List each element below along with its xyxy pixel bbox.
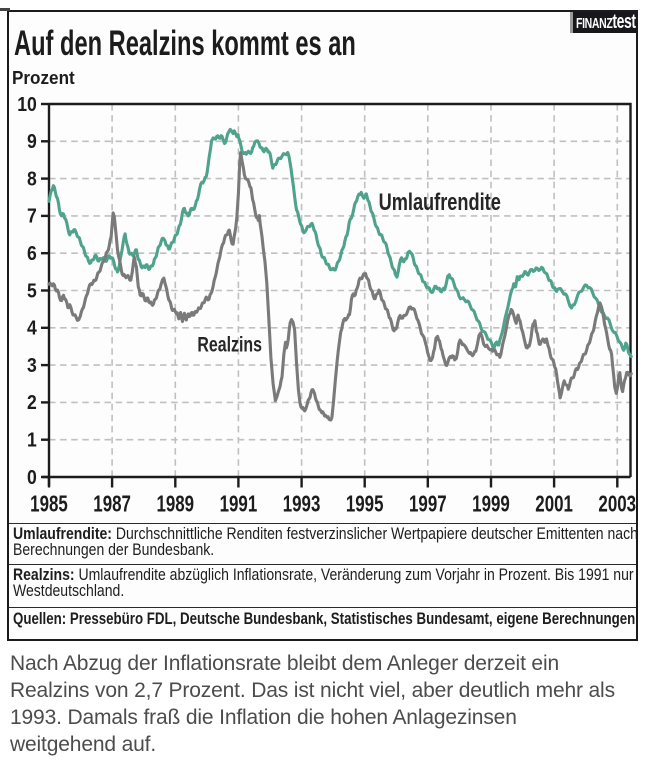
svg-text:10: 10 (17, 93, 37, 115)
svg-text:2001: 2001 (535, 491, 573, 517)
svg-text:Umlaufrendite: Umlaufrendite (379, 188, 501, 215)
svg-text:4: 4 (27, 317, 37, 339)
svg-text:2003: 2003 (598, 491, 636, 517)
svg-text:9: 9 (27, 130, 37, 152)
svg-text:1989: 1989 (156, 491, 194, 517)
svg-text:1991: 1991 (220, 491, 258, 517)
svg-text:1985: 1985 (30, 491, 68, 517)
svg-text:1997: 1997 (409, 491, 447, 517)
svg-text:1999: 1999 (472, 491, 510, 517)
svg-text:1995: 1995 (346, 491, 384, 517)
svg-text:8: 8 (27, 167, 37, 189)
svg-text:0: 0 (27, 466, 37, 488)
svg-text:Realzins: Realzins (197, 332, 262, 356)
svg-text:7: 7 (27, 205, 37, 227)
svg-text:5: 5 (27, 279, 37, 301)
svg-text:1993: 1993 (283, 491, 321, 517)
svg-text:3: 3 (27, 354, 37, 376)
svg-text:2: 2 (27, 391, 37, 413)
svg-text:6: 6 (27, 242, 37, 264)
svg-text:1987: 1987 (93, 491, 131, 517)
svg-text:1: 1 (27, 428, 37, 450)
